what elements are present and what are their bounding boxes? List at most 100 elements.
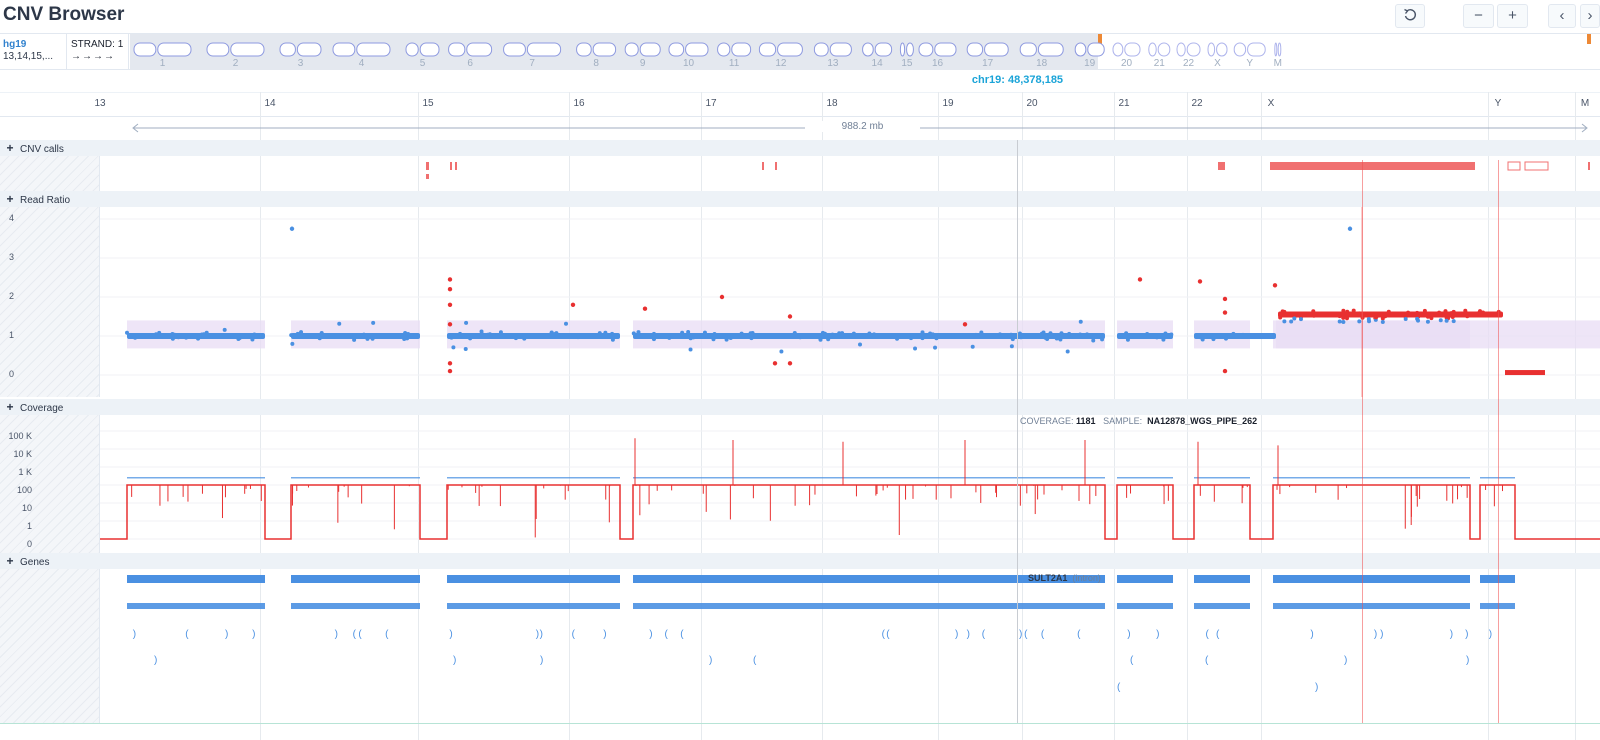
cnv-call[interactable] xyxy=(426,174,429,179)
cnv-call[interactable] xyxy=(1455,162,1456,170)
ideogram-chrom-15[interactable]: 15 xyxy=(899,42,914,69)
gene-glyph[interactable]: ( xyxy=(1205,655,1209,666)
genes-track[interactable]: )()))(((())))()))((((()(())(())))))))))(… xyxy=(100,569,1600,723)
gene-glyph[interactable]: ) xyxy=(1127,629,1130,640)
gene-glyph[interactable]: ) xyxy=(1466,655,1469,666)
cnv-call[interactable] xyxy=(1224,162,1225,170)
gene-block[interactable] xyxy=(447,575,620,583)
ideogram-chrom-Y[interactable]: Y xyxy=(1233,42,1266,69)
cnv-call[interactable] xyxy=(1507,161,1521,171)
zoom-in-button[interactable]: + xyxy=(1497,4,1528,28)
track-header-coverage[interactable]: + Coverage xyxy=(0,399,1600,415)
gene-block[interactable] xyxy=(1273,603,1470,609)
gene-glyph[interactable]: ( xyxy=(353,629,357,640)
gene-glyph[interactable]: ( xyxy=(1077,629,1081,640)
gene-glyph[interactable]: ) xyxy=(453,655,456,666)
genome-selector[interactable]: hg19 13,14,15,... xyxy=(0,34,67,69)
gene-glyph[interactable]: ) xyxy=(1156,629,1159,640)
gene-glyph[interactable]: ) xyxy=(540,629,543,640)
ideogram-chrom-21[interactable]: 21 xyxy=(1148,42,1171,69)
cnv-call[interactable] xyxy=(455,162,457,170)
gene-glyph[interactable]: ) xyxy=(252,629,255,640)
gene-glyph[interactable]: ( xyxy=(882,629,886,640)
ideogram-chrom-M[interactable]: M xyxy=(1274,42,1282,69)
gene-glyph[interactable]: ) xyxy=(1380,629,1383,640)
genome-ideogram[interactable]: 1 2 3 4 5 6 7 8 9 10 11 12 13 14 15 16 17 18 19 20 21 22 X Y M xyxy=(130,34,1600,70)
gene-glyph[interactable]: ( xyxy=(572,629,576,640)
gene-block[interactable] xyxy=(1117,603,1173,609)
cnv-call[interactable] xyxy=(1588,162,1590,170)
cnv-calls-track[interactable] xyxy=(100,156,1600,191)
next-region-button[interactable]: › xyxy=(1580,4,1600,28)
gene-block[interactable] xyxy=(127,603,265,609)
gene-glyph[interactable]: ( xyxy=(1216,629,1220,640)
ideogram-chrom-19[interactable]: 19 xyxy=(1074,42,1105,69)
gene-block[interactable] xyxy=(1194,575,1250,583)
gene-glyph[interactable]: ) xyxy=(967,629,970,640)
ideogram-chrom-1[interactable]: 1 xyxy=(133,42,192,69)
gene-glyph[interactable]: ( xyxy=(753,655,757,666)
expand-icon[interactable]: + xyxy=(6,400,14,414)
gene-glyph[interactable]: ( xyxy=(665,629,669,640)
gene-glyph[interactable]: ( xyxy=(1117,682,1121,693)
ideogram-chrom-16[interactable]: 16 xyxy=(918,42,957,69)
gene-block[interactable] xyxy=(1480,603,1515,609)
ideogram-chrom-13[interactable]: 13 xyxy=(813,42,852,69)
ideogram-chrom-12[interactable]: 12 xyxy=(758,42,803,69)
ideogram-chrom-X[interactable]: X xyxy=(1207,42,1228,69)
coverage-track[interactable] xyxy=(100,415,1600,554)
cnv-call[interactable] xyxy=(775,162,777,170)
strand-selector[interactable]: STRAND: 1 →→→→ xyxy=(68,34,129,69)
cnv-call[interactable] xyxy=(1524,161,1549,171)
gene-glyph[interactable]: ) xyxy=(1310,629,1313,640)
gene-glyph[interactable]: ) xyxy=(449,629,452,640)
gene-block[interactable] xyxy=(633,603,1105,609)
gene-glyph[interactable]: ( xyxy=(982,629,986,640)
ideogram-chrom-14[interactable]: 14 xyxy=(862,42,893,69)
gene-glyph[interactable]: ( xyxy=(1206,629,1210,640)
gene-block[interactable] xyxy=(1117,575,1173,583)
ideogram-chrom-17[interactable]: 17 xyxy=(966,42,1009,69)
prev-region-button[interactable]: ‹ xyxy=(1548,4,1576,28)
gene-glyph[interactable]: ) xyxy=(649,629,652,640)
gene-glyph[interactable]: ) xyxy=(133,629,136,640)
zoom-out-button[interactable]: − xyxy=(1463,4,1494,28)
gene-block[interactable] xyxy=(633,575,1105,583)
track-header-genes[interactable]: + Genes xyxy=(0,553,1600,569)
gene-glyph[interactable]: ) xyxy=(540,655,543,666)
ideogram-chrom-2[interactable]: 2 xyxy=(206,42,265,69)
gene-block[interactable] xyxy=(1480,575,1515,583)
expand-icon[interactable]: + xyxy=(6,141,14,155)
ideogram-chrom-20[interactable]: 20 xyxy=(1112,42,1141,69)
gene-glyph[interactable]: ( xyxy=(358,629,362,640)
ideogram-chrom-7[interactable]: 7 xyxy=(503,42,562,69)
gene-glyph[interactable]: ) xyxy=(1315,682,1318,693)
ideogram-chrom-3[interactable]: 3 xyxy=(279,42,322,69)
gene-block[interactable] xyxy=(291,603,420,609)
cnv-call[interactable] xyxy=(1218,162,1225,170)
ideogram-chrom-18[interactable]: 18 xyxy=(1019,42,1064,69)
gene-block[interactable] xyxy=(1194,603,1250,609)
gene-glyph[interactable]: ) xyxy=(1465,629,1468,640)
ideogram-chrom-9[interactable]: 9 xyxy=(624,42,661,69)
gene-block[interactable] xyxy=(291,575,420,583)
cnv-call[interactable] xyxy=(762,162,764,170)
expand-icon[interactable]: + xyxy=(6,554,14,568)
gene-block[interactable] xyxy=(1273,575,1470,583)
ideogram-chrom-5[interactable]: 5 xyxy=(405,42,440,69)
gene-glyph[interactable]: ( xyxy=(385,629,389,640)
gene-glyph[interactable]: ) xyxy=(709,655,712,666)
gene-glyph[interactable]: ) xyxy=(1489,629,1492,640)
track-header-read-ratio[interactable]: + Read Ratio xyxy=(0,191,1600,207)
gene-glyph[interactable]: ) xyxy=(1019,629,1022,640)
gene-glyph[interactable]: ) xyxy=(154,655,157,666)
ideogram-chrom-11[interactable]: 11 xyxy=(717,42,752,69)
expand-icon[interactable]: + xyxy=(6,192,14,206)
gene-glyph[interactable]: ) xyxy=(603,629,606,640)
gene-glyph[interactable]: ( xyxy=(886,629,890,640)
gene-glyph[interactable]: ) xyxy=(225,629,228,640)
gene-glyph[interactable]: ( xyxy=(680,629,684,640)
reset-view-button[interactable] xyxy=(1395,4,1425,28)
gene-block[interactable] xyxy=(127,575,265,583)
ideogram-chrom-10[interactable]: 10 xyxy=(668,42,709,69)
